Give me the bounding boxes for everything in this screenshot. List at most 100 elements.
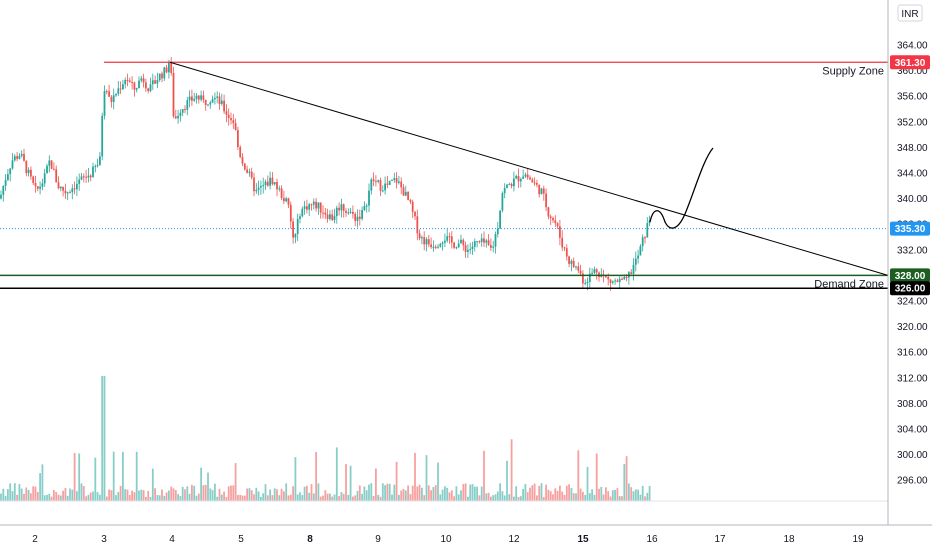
time-axis[interactable] — [0, 525, 932, 550]
candle-body — [593, 269, 596, 273]
candle-body — [432, 246, 435, 248]
candle-body — [457, 243, 460, 248]
candle-body — [630, 272, 633, 274]
projection-curve[interactable] — [649, 147, 714, 229]
currency-box[interactable] — [897, 4, 923, 22]
candle-body — [191, 96, 193, 101]
volume-bar — [584, 494, 587, 501]
candle-body — [446, 236, 449, 241]
candle-body — [572, 260, 575, 267]
volume-bar — [126, 489, 129, 501]
time-axis-ticks: 2 3 4 5 8 9 10 12 15 16 17 18 19 — [32, 534, 864, 545]
candle-body — [184, 109, 186, 111]
volume-bar — [414, 452, 416, 501]
volume-bar — [641, 485, 644, 501]
candle-body — [388, 180, 391, 185]
candle-body — [483, 238, 485, 243]
candle-body — [105, 91, 108, 93]
candle-body — [358, 216, 361, 219]
volume-bar — [48, 493, 51, 501]
volume-bar — [122, 451, 124, 501]
candle-body — [230, 118, 232, 121]
volume-bar — [441, 489, 444, 501]
candle-body — [266, 181, 269, 186]
volume-bar — [434, 485, 437, 501]
candle-body — [248, 171, 251, 173]
candle-body — [582, 273, 584, 284]
volume-bar — [588, 493, 591, 501]
candle-body — [96, 165, 99, 167]
volume-bar — [71, 489, 74, 501]
volume-bar — [342, 493, 345, 501]
volume-bar — [517, 496, 520, 501]
volume-bar — [579, 488, 582, 501]
volume-bar — [462, 484, 465, 501]
price-axis[interactable] — [888, 0, 932, 525]
volume-bar — [280, 488, 283, 501]
candle-body — [200, 95, 202, 100]
volume-bar — [480, 486, 483, 501]
volume-bar — [140, 489, 143, 501]
candle-body — [563, 247, 566, 249]
candle-body — [36, 186, 39, 189]
volume-bar — [214, 483, 216, 501]
descending-trendline[interactable] — [169, 61, 889, 276]
volume-bar — [503, 495, 506, 501]
volume-bar — [82, 486, 85, 501]
volume-bar — [384, 485, 386, 501]
candle-body — [179, 112, 182, 116]
candle-body — [490, 245, 492, 248]
price-tick-label: 340.00 — [897, 194, 928, 205]
volume-bar — [89, 492, 92, 501]
candle-body — [623, 276, 626, 280]
volume-bar — [36, 491, 39, 501]
candle-body — [455, 247, 458, 249]
volume-bar — [243, 495, 246, 501]
volume-bar — [593, 494, 596, 501]
candle-body — [478, 241, 481, 243]
volume-bar — [133, 492, 136, 501]
volume-bar — [2, 488, 5, 501]
volume-bar — [556, 490, 559, 501]
volume-bar — [324, 490, 327, 501]
candle-body — [416, 216, 419, 234]
candle-body — [522, 176, 524, 179]
volume-series — [0, 376, 651, 501]
candle-body — [588, 273, 591, 282]
candle-body — [147, 88, 150, 92]
volume-bar — [356, 490, 359, 501]
volume-bar — [138, 490, 140, 501]
candle-body — [441, 242, 444, 244]
candle-body — [345, 210, 347, 213]
candle-body — [499, 210, 501, 229]
candle-body — [467, 249, 469, 252]
volume-bar — [237, 494, 239, 501]
candle-body — [552, 218, 554, 221]
volume-bar — [471, 484, 474, 501]
volume-bar — [381, 483, 384, 501]
candle-body — [315, 201, 317, 209]
volume-bar — [437, 462, 439, 501]
candle-body — [87, 175, 90, 178]
time-tick-label: 9 — [375, 534, 381, 545]
volume-bar — [195, 495, 198, 501]
candle-body — [398, 181, 400, 183]
candle-body — [82, 176, 85, 178]
volume-bar — [377, 494, 380, 501]
volume-bar — [128, 495, 131, 501]
volume-bar — [372, 495, 375, 501]
candle-body — [411, 201, 414, 212]
volume-bar — [250, 490, 253, 501]
candle-body — [618, 278, 621, 283]
volume-bar — [294, 457, 297, 501]
candle-body — [41, 183, 44, 187]
volume-bar — [292, 486, 294, 501]
candle-body — [76, 183, 78, 190]
volume-bar — [92, 491, 94, 501]
candle-body — [338, 207, 340, 211]
candle-body — [253, 177, 255, 192]
candle-body — [556, 223, 559, 227]
volume-bar — [616, 488, 619, 501]
volume-bar — [105, 496, 108, 501]
